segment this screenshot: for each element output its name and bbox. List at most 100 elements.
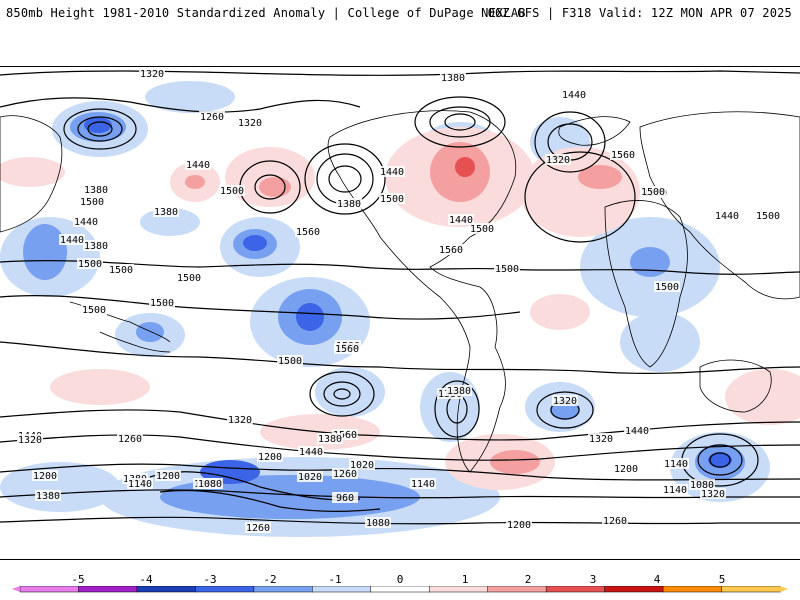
contour-label: 1560 [296,227,320,238]
contour-label: 1140 [411,479,435,490]
contour-label-background [295,226,321,237]
colorbar-tick-label: 2 [524,573,532,586]
contour-label: 1500 [380,194,404,205]
contour-label: 1260 [603,516,627,527]
contour-label-background [332,429,358,440]
contour-label-background [153,206,179,217]
contour-label-background [81,304,107,315]
contour-label-background [602,515,628,526]
contour-label-background [379,166,405,177]
contour-label-background [298,446,324,457]
contour-label-background [349,459,375,470]
contour-label-background [127,478,153,489]
colorbar-segment [19,586,80,593]
colorbar-segment [195,586,255,593]
contour-label-background [17,434,43,445]
contour-label-background [654,281,680,292]
colorbar-tick-label: 0 [396,573,404,586]
contour-label-background [506,519,532,530]
colorbar-segment [253,586,314,593]
contour-label: 1080 [366,518,390,529]
contour-label: 1440 [299,447,323,458]
colorbar-segment [662,586,723,593]
colorbar-tick-label: -4 [139,573,153,586]
contour-label-background [469,223,495,234]
colorbar-segment [604,586,664,593]
contour-label: 1500 [641,187,665,198]
colorbar-segment [545,586,606,593]
contour-label: 1440 [562,90,586,101]
colorbar-min-arrow [12,586,20,592]
contour-label: 1560 [335,344,359,355]
contour-label: 1560 [333,430,357,441]
contour-label: 1560 [611,150,635,161]
contour-label: 1320 [701,489,725,500]
contour-label-background [689,479,715,490]
contour-label: 1500 [495,264,519,275]
contour-label-background [336,198,362,209]
contour-label: 1500 [220,186,244,197]
contour-label: 1560 [439,245,463,256]
colorbar-max-arrow [780,586,788,592]
contour-label-background [79,196,105,207]
contour-label: 1440 [60,235,84,246]
contour-label-background [332,492,358,503]
contour-label: 1500 [655,282,679,293]
contour-label-background [32,470,58,481]
contour-label-background [610,149,636,160]
contour-label: 1440 [625,426,649,437]
contour-label-background [108,264,134,275]
contour-label: 1500 [78,259,102,270]
contour-label-background [73,216,99,227]
contour-label: 1200 [258,452,282,463]
colorbar-tick-label: 4 [653,573,661,586]
contour-label-background [197,478,223,489]
contour-label: 1140 [663,485,687,496]
contour-label: 1500 [109,265,133,276]
contour-label-background [448,214,474,225]
contour-label: 1320 [546,155,570,166]
contour-label-background [155,470,181,481]
contour-label-background [662,484,688,495]
contour-label-background [545,154,571,165]
contour-label-background [297,471,323,482]
colorbar-segment [312,586,372,593]
contour-label: 1380 [36,491,60,502]
contour-label: 1500 [756,211,780,222]
contour-label-background [588,433,614,444]
colorbar-segment [428,586,489,593]
map-title: 850mb Height 1981-2010 Standardized Anom… [6,6,526,20]
contour-label-background [700,488,726,499]
contour-label: 1020 [350,460,374,471]
contour-label-background [317,433,343,444]
contour-label: 1260 [246,523,270,534]
colorbar-segment [370,586,430,593]
contour-label-background [365,517,391,528]
contour-label: 960 [336,493,354,504]
contour-label: 1440 [449,215,473,226]
contour-label: 1200 [156,471,180,482]
contour-label-background [237,117,263,128]
contour-label: 1020 [298,472,322,483]
contour-label-background [613,463,639,474]
contour-label: 1500 [82,305,106,316]
contour-label: 1320 [18,435,42,446]
contour-label-background [410,478,436,489]
contour-label: 1080 [198,479,222,490]
contour-label: 1440 [186,160,210,171]
contour-label: 1320 [553,396,577,407]
colorbar [12,586,788,593]
contour-label: 1500 [150,298,174,309]
contour-label-background [494,263,520,274]
contour-label: 1500 [80,197,104,208]
contour-label-background [257,451,283,462]
contour-label-background [185,159,211,170]
contour-label: 1260 [200,112,224,123]
contour-label-background [83,240,109,251]
contour-label-background [552,395,578,406]
colorbar-segment [78,586,138,593]
contour-label-background [755,210,781,221]
contour-labels: 1320138012601320138014401560150013801440… [17,68,781,534]
contour-label-background [438,244,464,255]
contour-label-background [561,89,587,100]
